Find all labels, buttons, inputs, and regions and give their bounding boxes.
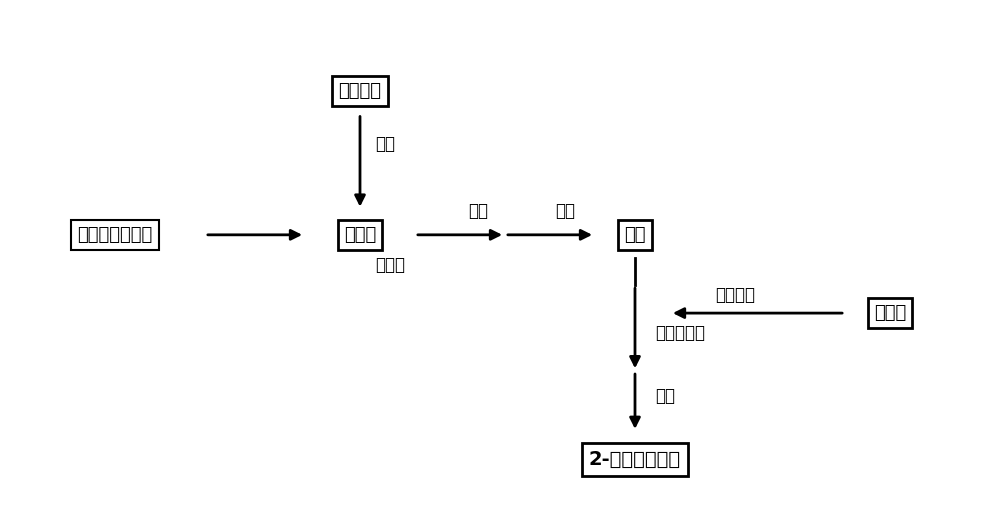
Text: 搅拌至中性: 搅拌至中性 <box>655 324 705 342</box>
Text: 滴加: 滴加 <box>375 135 395 153</box>
Text: 过滤: 过滤 <box>655 387 675 406</box>
Text: 反应液: 反应液 <box>344 226 376 244</box>
Text: 乙二醇单正丙醚: 乙二醇单正丙醚 <box>77 226 153 244</box>
Text: 氯化亚砒: 氯化亚砒 <box>338 82 382 100</box>
Text: 催化剂: 催化剂 <box>375 256 405 274</box>
Text: 粗品: 粗品 <box>624 226 646 244</box>
Text: 升温: 升温 <box>468 201 488 220</box>
Text: 2-丙氧基氯乙烷: 2-丙氧基氯乙烷 <box>589 450 681 469</box>
Text: 降温加入: 降温加入 <box>715 286 755 304</box>
Text: 保温: 保温 <box>555 201 575 220</box>
Text: 固体熇: 固体熇 <box>874 304 906 322</box>
